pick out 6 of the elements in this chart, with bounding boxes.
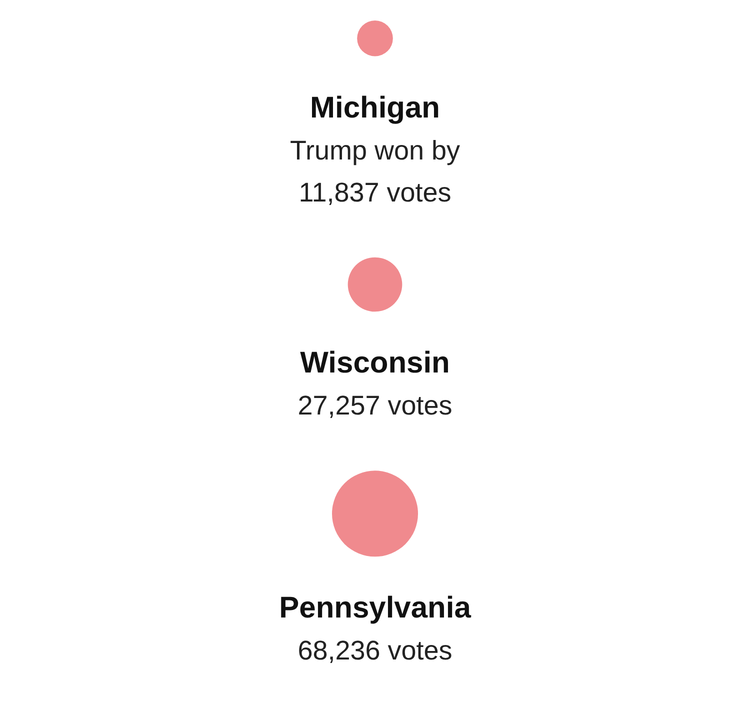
category-label: Pennsylvania <box>279 592 472 625</box>
data-label: Trump won by 11,837 votes <box>290 135 461 208</box>
category-label: Michigan <box>310 91 440 124</box>
data-label: 27,257 votes <box>298 390 452 421</box>
data-label: 68,236 votes <box>298 636 452 666</box>
category-label: Wisconsin <box>300 346 450 380</box>
